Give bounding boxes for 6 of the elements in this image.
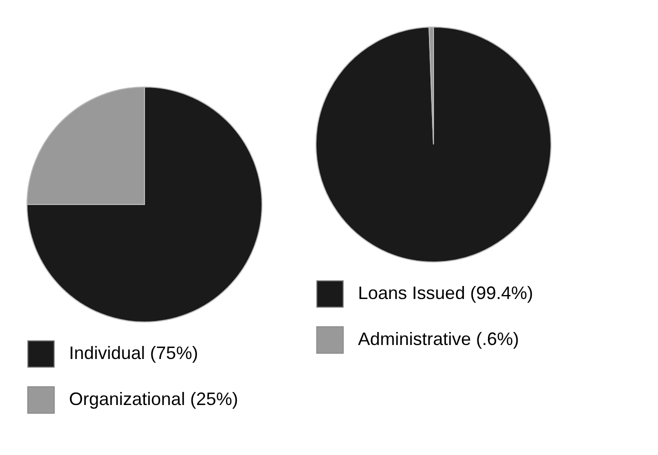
legend-label: Organizational (25%) bbox=[69, 389, 238, 409]
legend-label: Individual (75%) bbox=[69, 343, 198, 363]
legend-label: Loans Issued (99.4%) bbox=[358, 283, 534, 303]
pie-slice bbox=[315, 26, 552, 262]
pie-slice bbox=[26, 86, 262, 322]
legend-label: Administrative (.6%) bbox=[358, 329, 520, 349]
